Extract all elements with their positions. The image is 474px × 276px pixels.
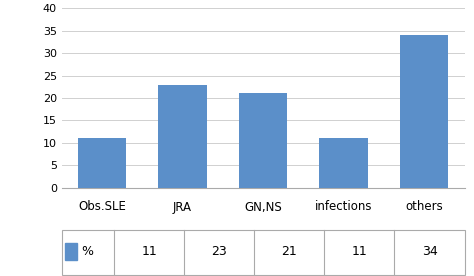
Text: infections: infections [315,200,373,214]
Text: GN,NS: GN,NS [244,200,282,214]
Text: 34: 34 [421,245,438,258]
Text: 11: 11 [141,245,157,258]
Bar [400,35,448,188]
Text: 11: 11 [352,245,367,258]
Bar [158,84,207,188]
Bar [62,230,465,275]
Text: 23: 23 [211,245,227,258]
Bar [65,243,77,260]
Text: JRA: JRA [173,200,192,214]
Text: 21: 21 [282,245,297,258]
Text: %: % [81,245,93,258]
Bar [239,94,287,188]
Bar [78,138,126,188]
Bar [319,138,368,188]
Text: others: others [405,200,443,214]
Text: Obs.SLE: Obs.SLE [78,200,126,214]
